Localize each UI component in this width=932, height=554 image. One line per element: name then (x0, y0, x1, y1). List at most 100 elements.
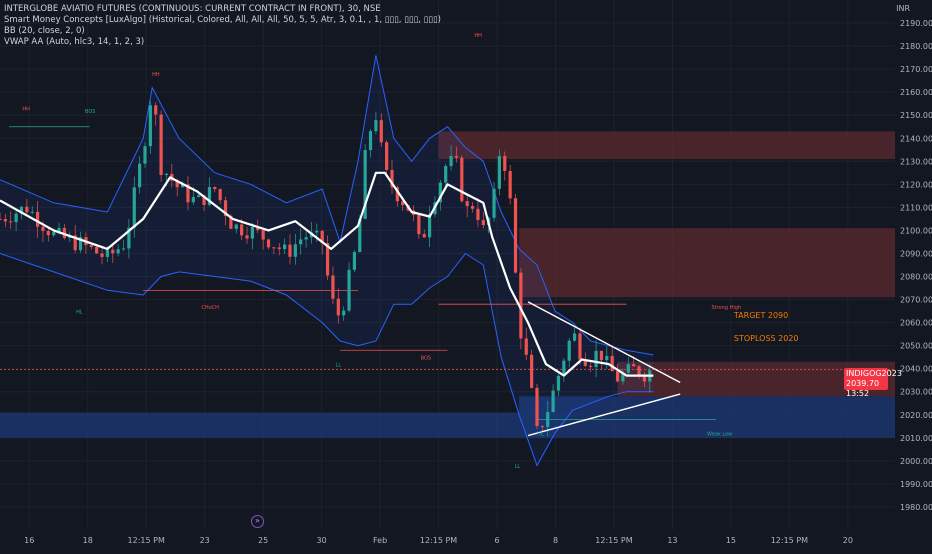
candle-body (73, 235, 77, 251)
triangle-lower-line (527, 393, 681, 437)
candle-body (632, 364, 636, 367)
candle-body (78, 237, 83, 251)
price-tick-label: 2190.00 (900, 19, 932, 28)
indicator-smc[interactable]: Smart Money Concepts [LuxAlgo] (Historic… (4, 15, 441, 25)
candle-body (159, 114, 163, 176)
candle-body (470, 206, 475, 209)
price-tick-label: 2040.00 (900, 365, 932, 374)
band-upper-line (0, 55, 654, 356)
annotation-label: Weak Low (707, 432, 732, 438)
time-tick-label: 8 (553, 536, 558, 545)
candle-body (583, 359, 587, 366)
annotation-label: TARGET 2090 (733, 311, 788, 320)
candle-body (315, 230, 319, 233)
candle-body (605, 355, 609, 361)
candle-body (320, 230, 324, 244)
time-tick-label: Feb (373, 536, 387, 545)
candle-body (127, 227, 131, 249)
candle-body (202, 195, 206, 205)
candle-body (599, 350, 604, 361)
symbol-title[interactable]: INTERGLOBE AVIATIO FUTURES (CONTINUOUS: … (4, 4, 381, 14)
time-tick-label: 18 (83, 536, 93, 545)
candle-body (234, 224, 238, 229)
candle-body (325, 243, 330, 276)
candle-body (14, 213, 18, 223)
candle-body (250, 226, 254, 239)
candle-body (481, 220, 485, 226)
candle-body (342, 310, 346, 316)
candle-body (154, 105, 158, 115)
candle-body (288, 244, 292, 257)
price-tick-label: 2080.00 (900, 273, 932, 282)
candle-body (358, 218, 362, 253)
candle-body (3, 219, 7, 222)
candle-body (272, 247, 276, 249)
candle-body (299, 239, 303, 245)
candle-body (401, 201, 405, 206)
demand-zone (0, 412, 895, 438)
candle-body (556, 375, 561, 391)
candle-body (621, 372, 625, 382)
candle-body (352, 252, 357, 270)
candle-body (229, 216, 233, 229)
annotation-label: BOS (421, 355, 431, 361)
supply-zone (519, 228, 895, 298)
price-tick-label: 2170.00 (900, 65, 932, 74)
time-tick-label: 12:15 PM (595, 536, 632, 545)
replay-icon[interactable]: » (251, 515, 264, 528)
candle-body (245, 235, 249, 239)
price-tick-label: 2010.00 (900, 434, 932, 443)
grid (0, 0, 895, 530)
time-tick-label: 12:15 PM (771, 536, 808, 545)
candle-body (567, 340, 571, 361)
chart-legend: INTERGLOBE AVIATIO FUTURES (CONTINUOUS: … (4, 4, 441, 48)
candle-body (19, 206, 24, 214)
candle-body (422, 234, 426, 238)
candle-body (642, 375, 646, 382)
band-lower-line (0, 252, 654, 467)
candle-body (363, 150, 367, 219)
candle-body (89, 245, 93, 247)
indicator-bb[interactable]: BB (20, close, 2, 0) (4, 26, 85, 36)
price-tick-label: 2110.00 (900, 203, 932, 212)
candle-body (191, 197, 195, 203)
candle-body (594, 350, 598, 368)
candle-body (138, 163, 142, 188)
candle-body (519, 272, 523, 339)
price-tick-label: 1990.00 (900, 480, 932, 489)
candle-body (9, 221, 13, 223)
candle-body (218, 189, 222, 201)
candle-body (551, 390, 555, 413)
indicator-vwap[interactable]: VWAP AA (Auto, hlc3, 14, 1, 2, 3) (4, 37, 145, 47)
candle-body (385, 142, 389, 170)
candle-body (428, 214, 432, 238)
candle-body (615, 371, 620, 382)
candle-body (540, 426, 544, 428)
candle-body (535, 387, 539, 427)
annotation-label: HL (537, 432, 544, 438)
price-tick-label: 2030.00 (900, 388, 932, 397)
annotations: HH BOS HH HH HL CHoCH LL BOS HL LL Strong High Weak… (22, 33, 798, 470)
price-tick-label: 2180.00 (900, 42, 932, 51)
candle-body (180, 184, 185, 188)
annotation-label: BOS (85, 109, 95, 115)
candle-body (186, 184, 190, 203)
candle-body (530, 354, 534, 388)
candle-body (460, 157, 464, 202)
annotation-label: Strong High (712, 305, 742, 311)
candle-body (578, 333, 582, 360)
last-price-badge: INDIGOG2023 2039.70 13:52 (844, 368, 902, 398)
candle-body (121, 248, 126, 250)
candle-body (524, 338, 528, 355)
currency-label[interactable]: INR (896, 4, 910, 13)
time-axis: 16 18 12:15 PM 23 25 30 Feb 12:15 PM 6 8 12:15 PM 1… (24, 536, 853, 545)
candle-body (35, 211, 40, 227)
candle-body (497, 156, 502, 189)
price-tick-label: 2150.00 (900, 111, 932, 120)
candle-body (572, 333, 577, 341)
price-tick-label: 2060.00 (900, 319, 932, 328)
annotation-label: LL (336, 362, 342, 368)
time-tick-label: 25 (258, 536, 268, 545)
